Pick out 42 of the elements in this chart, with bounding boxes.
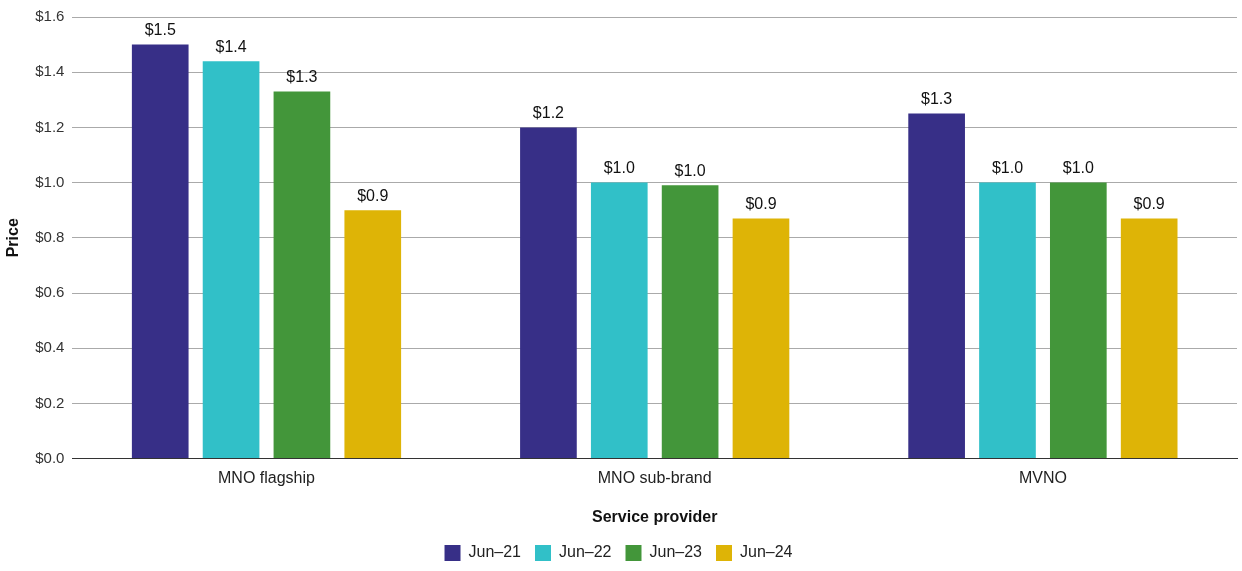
data-label: $0.9 xyxy=(1133,194,1165,212)
bar xyxy=(1049,182,1107,459)
y-tick-label: $1.6 xyxy=(35,7,65,25)
bar xyxy=(661,185,719,459)
y-tick-label: $0.6 xyxy=(35,283,65,301)
bar xyxy=(202,61,260,459)
legend-label: Jun–22 xyxy=(559,543,612,561)
bar xyxy=(131,44,189,459)
y-tick-label: $1.2 xyxy=(35,117,65,135)
bar xyxy=(344,210,402,459)
bar xyxy=(908,113,965,459)
y-tick-label: $1.4 xyxy=(35,62,65,80)
legend-label: Jun–23 xyxy=(649,543,703,561)
data-label: $1.5 xyxy=(144,21,176,39)
data-label: $1.3 xyxy=(921,90,953,108)
y-tick-label: $0.8 xyxy=(35,227,65,245)
data-label: $1.3 xyxy=(286,67,318,85)
data-label: $1.2 xyxy=(532,103,565,121)
bar xyxy=(1120,218,1178,459)
y-tick-label: $1.0 xyxy=(35,172,65,190)
bar xyxy=(520,127,577,459)
data-label: $0.9 xyxy=(357,186,389,204)
y-axis-title: Price xyxy=(4,218,22,258)
bar xyxy=(273,91,331,459)
data-label: $1.4 xyxy=(215,37,247,55)
bar xyxy=(979,182,1036,459)
x-tick-label: MNO sub-brand xyxy=(597,468,712,486)
data-label: $1.0 xyxy=(991,159,1024,177)
bar xyxy=(590,182,648,459)
data-label: $1.0 xyxy=(603,159,635,177)
data-label: $0.9 xyxy=(745,194,777,212)
y-tick-label: $0.0 xyxy=(35,448,65,466)
data-label: $1.0 xyxy=(674,161,706,179)
x-tick-label: MVNO xyxy=(1018,468,1067,486)
x-axis-title: Service provider xyxy=(591,507,718,525)
data-label: $1.0 xyxy=(1062,159,1094,177)
legend-label: Jun–24 xyxy=(739,543,793,561)
x-tick-label: MNO flagship xyxy=(218,468,316,486)
y-tick-label: $0.4 xyxy=(35,338,65,356)
bar xyxy=(732,218,790,459)
legend-label: Jun–21 xyxy=(468,543,522,561)
y-tick-label: $0.2 xyxy=(35,393,65,411)
